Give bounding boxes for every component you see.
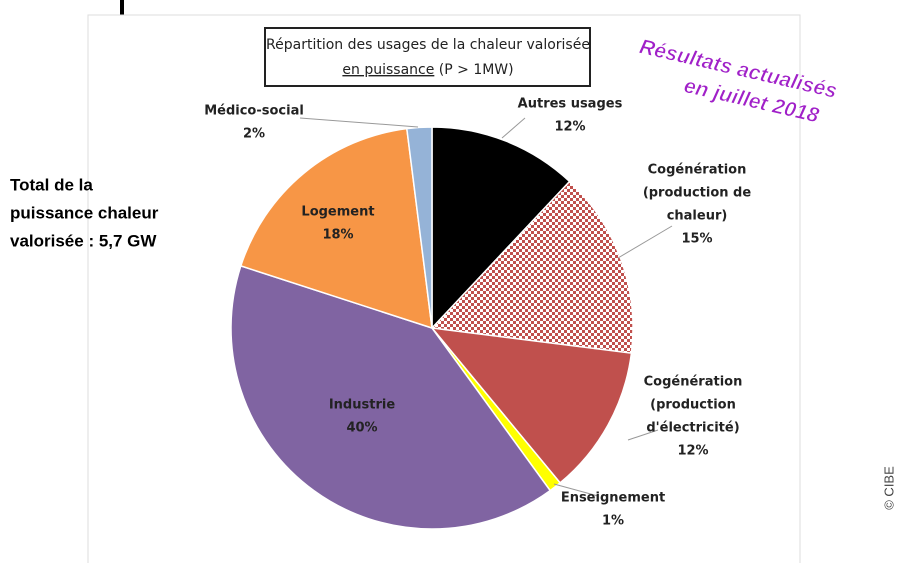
side-note: puissance chaleur xyxy=(10,203,159,222)
slice-label: (production de xyxy=(643,186,752,201)
leader-line xyxy=(501,117,526,139)
pie-slice xyxy=(230,264,552,530)
title-condition: (P > 1MW) xyxy=(439,62,514,78)
pie xyxy=(230,126,634,530)
labels: Autres usages 12% Cogénération (production … xyxy=(204,97,751,529)
title-underlined: en puissance xyxy=(342,62,434,78)
slice-label: Industrie xyxy=(329,398,395,413)
pie-slice xyxy=(239,127,433,330)
leader-line xyxy=(299,117,419,128)
pie-slice xyxy=(430,180,634,355)
slice-label: Cogénération xyxy=(644,375,743,390)
credit: © CIBE xyxy=(881,466,896,510)
side-note: valorisée : 5,7 GW xyxy=(10,231,157,250)
slice-label: Médico-social xyxy=(204,104,304,119)
slice-label: (production xyxy=(650,398,736,413)
pie-slice xyxy=(431,126,571,330)
title-box xyxy=(264,27,591,87)
chart-title: Répartition des usages de la chaleur val… xyxy=(266,37,590,53)
leader-line xyxy=(553,483,599,497)
chart-subtitle: en puissance (P > 1MW) xyxy=(342,62,513,78)
value-label: 15% xyxy=(681,232,712,247)
slice-label: Enseignement xyxy=(561,491,665,506)
side-note: Total de la xyxy=(10,175,93,194)
pie-slice xyxy=(405,126,433,329)
value-label: 18% xyxy=(322,228,353,243)
leader-line xyxy=(627,429,659,441)
value-label: 12% xyxy=(554,120,585,135)
pie-slice xyxy=(430,327,633,484)
slice-label: d'électricité) xyxy=(646,421,739,436)
value-label: 2% xyxy=(243,127,265,142)
value-label: 1% xyxy=(602,514,624,529)
leader-line xyxy=(617,225,673,259)
value-label: 40% xyxy=(346,421,377,436)
slice-label: Autres usages xyxy=(518,97,623,112)
value-label: 12% xyxy=(677,444,708,459)
slice-label: Cogénération xyxy=(648,163,747,178)
slice-label: chaleur) xyxy=(667,209,728,224)
slice-label: Logement xyxy=(301,205,374,220)
